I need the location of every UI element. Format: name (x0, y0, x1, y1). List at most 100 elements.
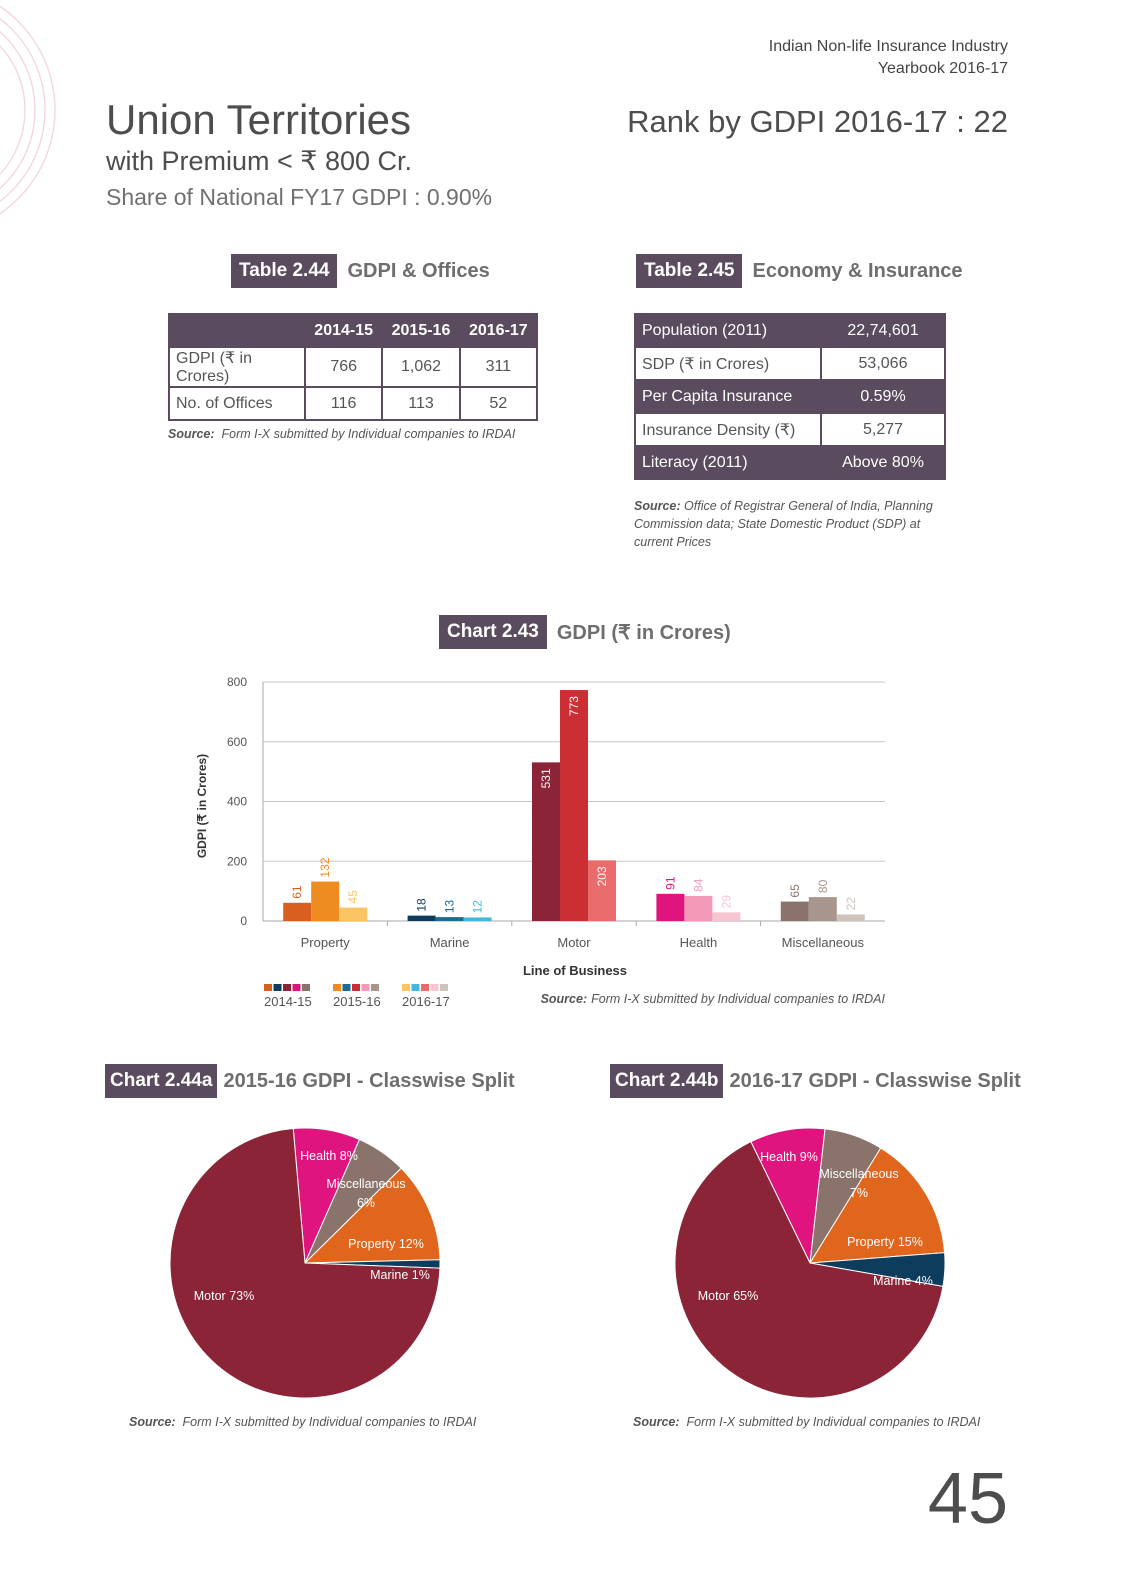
header-line-2: Yearbook 2016-17 (877, 60, 1008, 77)
bar-data-label: 203 (595, 866, 609, 886)
row-label: Population (2011) (634, 313, 822, 348)
y-tick-label: 200 (227, 854, 247, 868)
legend-swatch (273, 984, 282, 991)
bar (808, 897, 837, 921)
bar-data-label: 13 (443, 899, 457, 913)
pie-slice-label: Health 8% (300, 1149, 358, 1163)
chart-legend: 2014-15 2015-16 2016-17 (264, 984, 450, 1009)
bar (684, 895, 713, 921)
table-cell: 22,74,601 (820, 313, 946, 348)
pie-slice (169, 1127, 441, 1399)
chart-2-44a-tag: Chart 2.44a (105, 1064, 218, 1098)
pie-label-line: Miscellaneous (326, 1177, 405, 1191)
table-header-cell: 2016-17 (458, 313, 539, 348)
chart-2-43-source: Source: Form I-X submitted by Individual … (541, 992, 886, 1006)
legend-swatch (421, 984, 429, 991)
bar-data-label: 61 (290, 885, 304, 899)
chart-2-43-tag: Chart 2.43 (439, 615, 547, 649)
table-row: No. of Offices 116 113 52 (168, 386, 539, 421)
table-cell: 0.59% (820, 379, 946, 414)
legend-swatch (411, 984, 420, 991)
chart-2-44b-title: 2016-17 GDPI - Classwise Split (729, 1069, 1021, 1092)
bar (463, 917, 492, 921)
bar-data-label: 45 (346, 890, 360, 904)
pie-slice-label: Property 12% (348, 1237, 424, 1251)
bar-data-label: 12 (471, 900, 485, 914)
table-2-45-caption: Table 2.45 Economy & Insurance (636, 254, 963, 288)
source-text: Form I-X submitted by Individual compani… (221, 427, 516, 441)
legend-label: 2014-15 (264, 994, 312, 1009)
pie-label-line: Property 12% (348, 1237, 424, 1251)
pie-slice-label: Marine 4% (873, 1274, 933, 1288)
table-2-44-title: GDPI & Offices (347, 259, 490, 282)
bar-data-label: 18 (415, 898, 429, 912)
bar-data-label: 22 (844, 897, 858, 911)
pie-chart-2016-17: Motor 65% Health 9%Miscellaneous 7% Propert… (674, 1127, 946, 1399)
table-cell: 1,062 (381, 346, 461, 388)
pie-label-line: Motor 73% (194, 1289, 254, 1303)
legend-label: 2016-17 (402, 994, 450, 1009)
bar (339, 907, 368, 921)
page-subtitle: with Premium < ₹ 800 Cr. (106, 146, 413, 176)
y-tick-label: 0 (240, 914, 247, 928)
bar (712, 912, 741, 921)
gdpi-offices-table: 2014-15 2015-16 2016-17 GDPI (₹ in Crore… (168, 313, 539, 421)
pie-slice (674, 1140, 944, 1399)
legend-swatch (333, 984, 341, 991)
x-tick-label: Marine (430, 935, 470, 950)
bar-data-label: 65 (788, 884, 802, 898)
table-2-45-title: Economy & Insurance (752, 259, 963, 282)
table-row: Population (2011) 22,74,601 (634, 313, 946, 348)
national-share: Share of National FY17 GDPI : 0.90% (106, 184, 493, 210)
table-2-44-tag: Table 2.44 (231, 254, 338, 288)
source-label: Source: (129, 1415, 176, 1429)
bar-data-label: 91 (663, 876, 677, 890)
table-header-row: 2014-15 2015-16 2016-17 (168, 313, 539, 348)
running-header: Indian Non-life Insurance Industry Yearb… (769, 36, 1008, 80)
row-label: No. of Offices (168, 386, 306, 421)
table-row: Per Capita Insurance 0.59% (634, 379, 946, 414)
table-header-cell: 2015-16 (381, 313, 461, 348)
pie-slice-label: Miscellaneous 7% (819, 1167, 898, 1200)
legend-swatch (361, 984, 370, 991)
legend-swatch (371, 984, 379, 991)
chart-2-44a-caption: Chart 2.44a 2015-16 GDPI - Classwise Spl… (105, 1064, 515, 1098)
table-cell: 5,277 (820, 412, 946, 447)
pie-slice-label: Motor 65% (698, 1289, 758, 1303)
pie-label-line: Health 8% (300, 1149, 358, 1163)
page-number: 45 (927, 1459, 1008, 1539)
row-label: Per Capita Insurance (634, 379, 822, 414)
y-tick-label: 600 (227, 735, 247, 749)
legend-swatch (264, 984, 272, 991)
table-cell: 311 (458, 346, 539, 388)
table-2-45-tag: Table 2.45 (636, 254, 743, 288)
source-label: Source: (541, 992, 588, 1006)
table-row: Literacy (2011) Above 80% (634, 445, 946, 480)
chart-2-44b-tag: Chart 2.44b (610, 1064, 724, 1098)
table-row: Insurance Density (₹) 5,277 (634, 412, 946, 447)
bar (588, 860, 616, 921)
source-label: Source: (168, 427, 215, 441)
header-line-1: Indian Non-life Insurance Industry (768, 38, 1008, 55)
bar (311, 881, 340, 921)
table-cell: 116 (303, 386, 384, 421)
row-label: Insurance Density (₹) (634, 412, 822, 447)
table-cell: 113 (381, 386, 461, 421)
table-cell: 53,066 (820, 346, 946, 381)
source-text: Form I-X submitted by Individual compani… (686, 1415, 981, 1429)
x-tick-label: Miscellaneous (782, 935, 865, 950)
x-tick-label: Property (301, 935, 351, 950)
legend-swatch (352, 984, 360, 991)
gdpi-rank: Rank by GDPI 2016-17 : 22 (627, 104, 1008, 139)
source-label: Source: (634, 499, 681, 513)
legend-swatch (283, 984, 291, 991)
row-label: Literacy (2011) (634, 445, 822, 480)
chart-2-44a-title: 2015-16 GDPI - Classwise Split (223, 1069, 515, 1092)
legend-swatch (342, 984, 351, 991)
legend-swatch (430, 984, 439, 991)
bar (780, 901, 809, 921)
chart-2-44b-source: Source: Form I-X submitted by Individual… (633, 1415, 980, 1429)
bar (407, 915, 436, 921)
pie-label-line: Marine 1% (370, 1268, 430, 1282)
legend-label: 2015-16 (333, 994, 381, 1009)
